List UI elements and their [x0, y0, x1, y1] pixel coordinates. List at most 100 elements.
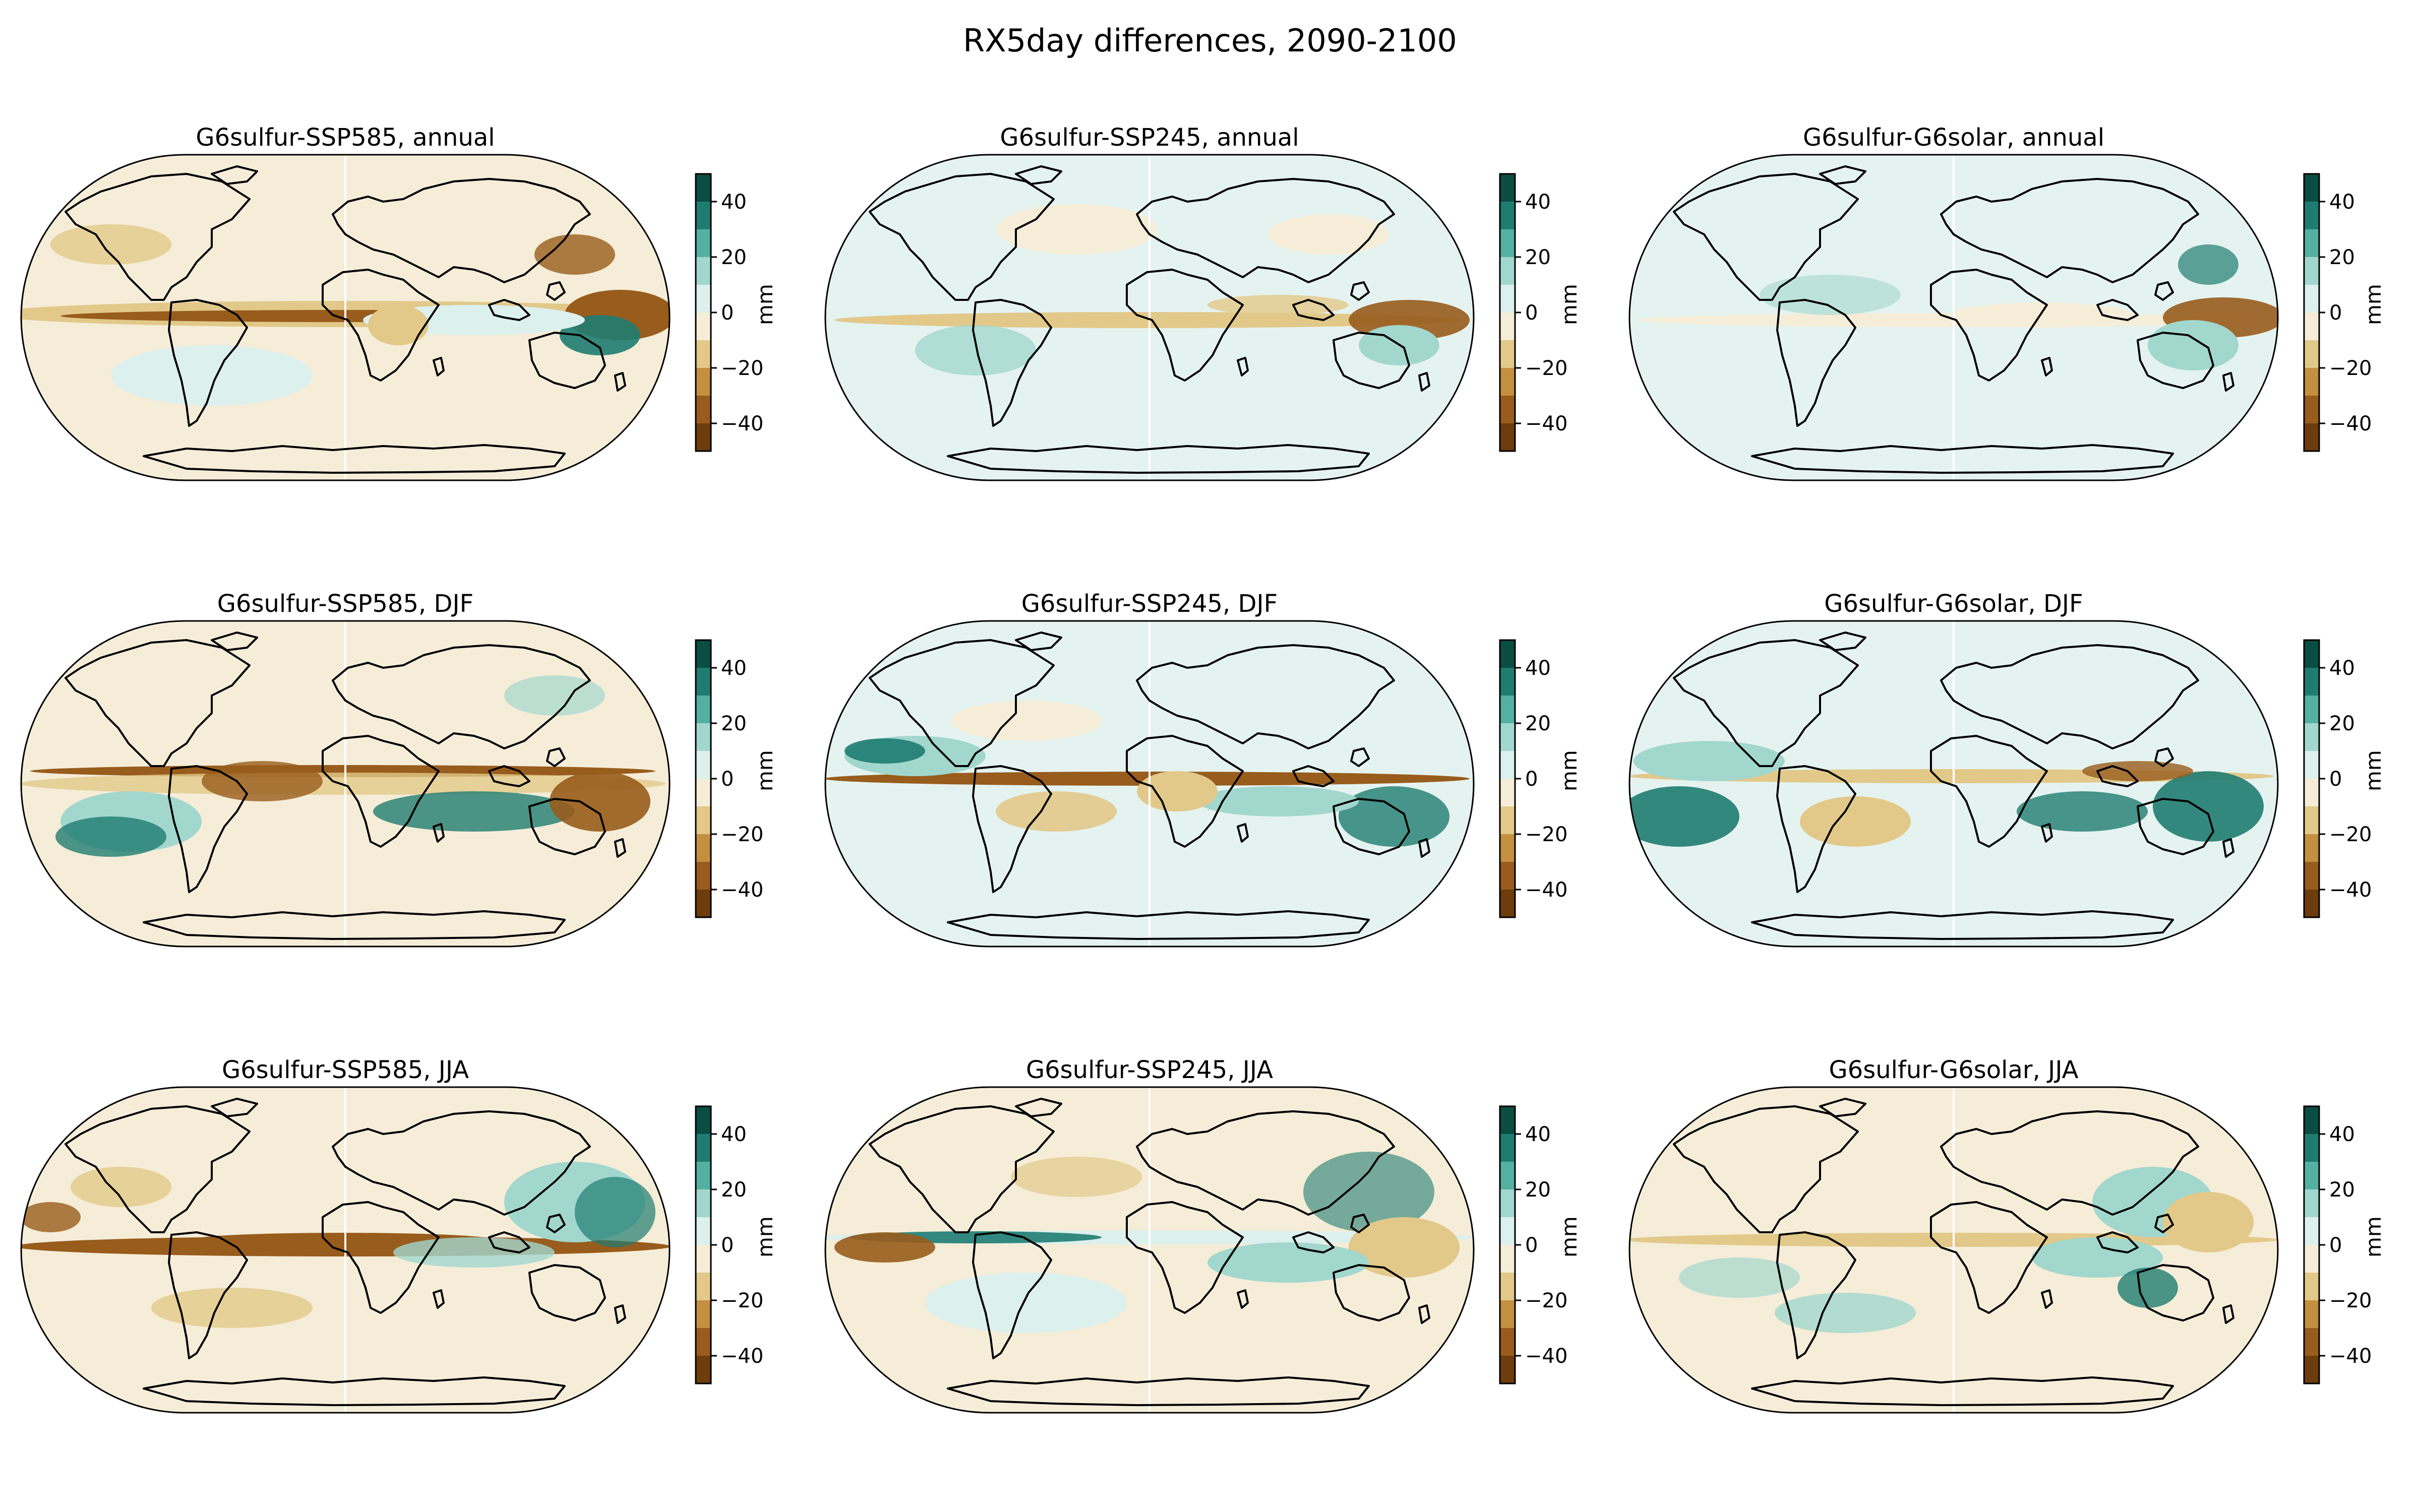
- colorbar-segment: [2304, 1356, 2319, 1383]
- coastline: [143, 444, 566, 474]
- anomaly-region: [1800, 796, 1911, 847]
- anomaly-region: [1339, 786, 1449, 847]
- robinson-map: [824, 154, 1475, 481]
- coastline: [1292, 765, 1335, 787]
- colorbar-tick-label: 20: [721, 712, 747, 735]
- coastline: [2154, 281, 2174, 301]
- colorbar-tick-label: −40: [2329, 878, 2372, 902]
- colorbar-tick-label: −20: [1525, 823, 1567, 846]
- coastline: [332, 1110, 591, 1216]
- coastline: [1751, 1376, 2174, 1406]
- colorbar-segment: [2304, 229, 2319, 257]
- anomaly-region: [1303, 1152, 1434, 1232]
- anomaly-region: [2148, 320, 2238, 370]
- coastline: [1819, 1098, 1866, 1117]
- coastline: [1292, 1231, 1335, 1253]
- coastline: [433, 357, 445, 376]
- anomaly-region: [1268, 214, 1389, 255]
- colorbar-segment: [1500, 368, 1515, 396]
- colorbar-segment: [2304, 285, 2319, 312]
- colorbar-segment: [1500, 1162, 1515, 1189]
- coastline: [1350, 281, 1370, 301]
- colorbar-segment: [696, 340, 711, 368]
- colorbar-segment: [1500, 806, 1515, 834]
- coastline: [1673, 173, 1859, 301]
- anomaly-region: [1207, 295, 1349, 315]
- coastline: [1136, 178, 1395, 283]
- colorbar-segment: [696, 229, 711, 257]
- colorbar-tick-label: 0: [721, 768, 734, 791]
- coastline: [211, 1098, 258, 1117]
- colorbar-segment: [1500, 1106, 1515, 1134]
- map-border: [824, 154, 1475, 481]
- anomaly-region: [2178, 244, 2238, 285]
- coastline: [2096, 765, 2139, 787]
- anomaly-region: [996, 791, 1117, 832]
- coastline: [168, 765, 248, 893]
- coastline: [211, 165, 258, 185]
- colorbar-tick-label: 40: [721, 657, 747, 680]
- panel-title: G6sulfur-SSP585, JJA: [221, 1056, 469, 1084]
- anomaly-region: [1137, 771, 1218, 811]
- colorbar: 40 20 0 −20 −40: [2303, 1105, 2372, 1384]
- colorbar-segment: [2304, 834, 2319, 862]
- colorbar-segment: [1500, 1134, 1515, 1162]
- anomaly-region: [2032, 1237, 2163, 1278]
- coastline: [2096, 299, 2139, 321]
- anomaly-region: [2118, 1268, 2178, 1308]
- colorbar-tick-label: −20: [721, 357, 763, 380]
- colorbar: 40 20 0 −20 −40: [2303, 173, 2372, 452]
- colorbar-segment: [2304, 1300, 2319, 1328]
- coastline: [65, 1105, 251, 1233]
- map-panel: G6sulfur-SSP585, annual 40 20 0 −20 −40 mm: [20, 123, 807, 517]
- anomaly-region: [1760, 275, 1901, 315]
- coastline: [1930, 1201, 2048, 1314]
- colorbar-segment: [696, 862, 711, 890]
- coastline: [2154, 747, 2174, 767]
- colorbar-tick-label: 40: [2329, 657, 2355, 680]
- coastline: [332, 644, 591, 749]
- coastline: [1930, 735, 2048, 848]
- colorbar-segment: [1500, 312, 1515, 340]
- colorbar-unit-label: mm: [2361, 284, 2386, 325]
- map-panel: G6sulfur-G6solar, JJA 40 20 0 −20 −40 mm: [1628, 1056, 2415, 1449]
- colorbar-tick-label: 40: [1525, 657, 1551, 680]
- robinson-map: [20, 154, 671, 481]
- coastline: [143, 1376, 566, 1406]
- colorbar-segment: [696, 423, 711, 451]
- colorbar-segment: [2304, 396, 2319, 423]
- coastline: [1015, 165, 1062, 185]
- robinson-map: [20, 620, 671, 948]
- coastline: [1015, 1098, 1062, 1117]
- coastline: [972, 765, 1052, 893]
- coastline: [614, 1304, 626, 1324]
- colorbar-tick-label: −40: [1525, 412, 1567, 435]
- colorbar-tick-label: 40: [1525, 1123, 1551, 1146]
- coastline: [1015, 632, 1062, 651]
- colorbar-segment: [696, 779, 711, 806]
- anomaly-region: [50, 224, 171, 265]
- colorbar-segment: [696, 1189, 711, 1217]
- colorbar-segment: [696, 285, 711, 312]
- colorbar-tick-label: 40: [721, 191, 747, 214]
- colorbar-segment: [696, 1245, 711, 1273]
- coastline: [869, 173, 1055, 301]
- colorbar-segment: [2304, 1245, 2319, 1273]
- anomaly-region: [1197, 786, 1359, 816]
- colorbar-segment: [2304, 1189, 2319, 1217]
- colorbar-segment: [2304, 751, 2319, 779]
- colorbar: 40 20 0 −20 −40: [2303, 639, 2372, 918]
- anomaly-region: [71, 1167, 171, 1207]
- coastline: [2222, 1304, 2234, 1324]
- colorbar-tick-label: 20: [2329, 246, 2355, 269]
- coastline: [1333, 798, 1410, 855]
- colorbar-segment: [1500, 340, 1515, 368]
- panel-title: G6sulfur-G6solar, JJA: [1829, 1056, 2079, 1084]
- coastline: [1418, 838, 1430, 858]
- colorbar-segment: [2304, 640, 2319, 668]
- anomaly-region: [2163, 1192, 2254, 1252]
- coastline: [1237, 357, 1249, 376]
- colorbar-segment: [1500, 1328, 1515, 1356]
- coastline: [528, 798, 606, 855]
- coastline: [322, 1201, 440, 1314]
